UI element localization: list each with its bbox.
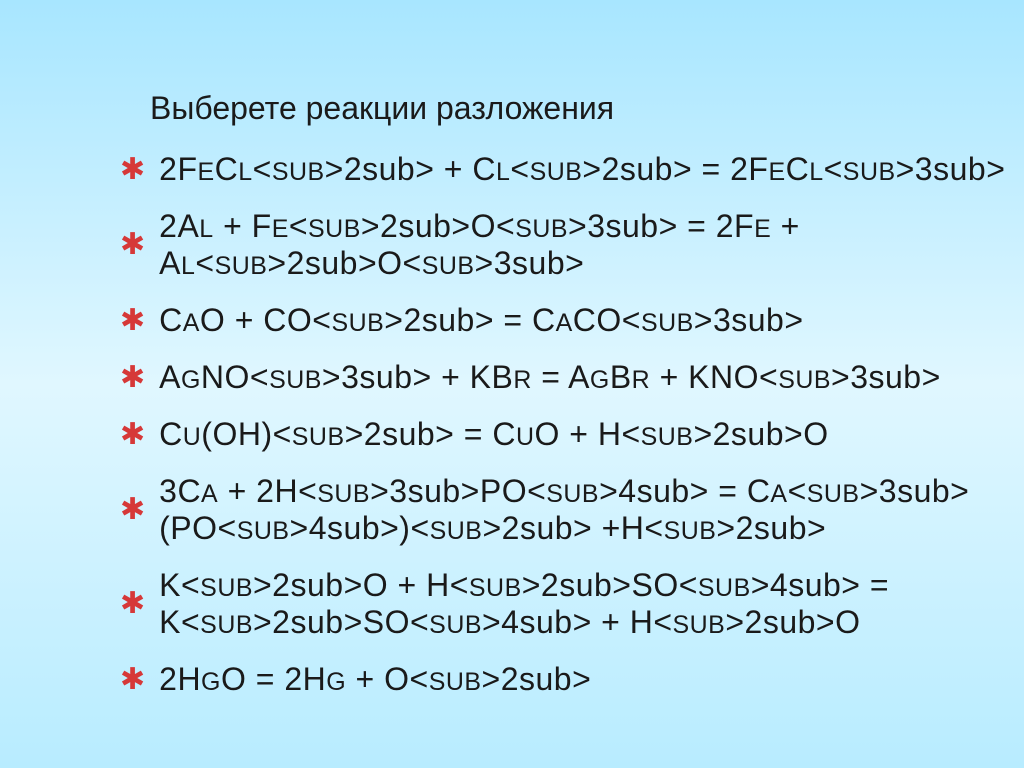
equation-item: ✱ 2FeCl<sub>2sub> + Cl<sub>2sub> = 2FeCl<… (120, 151, 1024, 188)
bullet-star-icon: ✱ (120, 363, 145, 393)
bullet-star-icon: ✱ (120, 420, 145, 450)
bullet-star-icon: ✱ (120, 589, 145, 619)
bullet-star-icon: ✱ (120, 230, 145, 260)
equation-item: ✱ 2HgO = 2Hg + O<sub>2sub> (120, 661, 1024, 698)
equation-formula: 3Ca + 2H<sub>3sub>PO<sub>4sub> = Ca<sub>… (159, 473, 1024, 547)
equation-item: ✱ 3Ca + 2H<sub>3sub>PO<sub>4sub> = Ca<sub… (120, 473, 1024, 547)
equation-formula: 2Al + Fe<sub>2sub>O<sub>3sub> = 2Fe + Al… (159, 208, 1024, 282)
equation-item: ✱ 2Al + Fe<sub>2sub>O<sub>3sub> = 2Fe + A… (120, 208, 1024, 282)
bullet-star-icon: ✱ (120, 495, 145, 525)
equation-item: ✱ CaO + CO<sub>2sub> = CaCO<sub>3sub> (120, 302, 1024, 339)
equation-formula: 2FeCl<sub>2sub> + Cl<sub>2sub> = 2FeCl<s… (159, 151, 1005, 188)
equation-item: ✱ Cu(OH)<sub>2sub> = CuO + H<sub>2sub>O (120, 416, 1024, 453)
bullet-star-icon: ✱ (120, 665, 145, 695)
equation-item: ✱ AgNO<sub>3sub> + KBr = AgBr + KNO<sub>3… (120, 359, 1024, 396)
equation-formula: Cu(OH)<sub>2sub> = CuO + H<sub>2sub>O (159, 416, 828, 453)
bullet-star-icon: ✱ (120, 155, 145, 185)
equation-formula: 2HgO = 2Hg + O<sub>2sub> (159, 661, 591, 698)
equation-formula: AgNO<sub>3sub> + KBr = AgBr + KNO<sub>3s… (159, 359, 941, 396)
equation-list: ✱ 2FeCl<sub>2sub> + Cl<sub>2sub> = 2FeCl<… (120, 151, 1024, 698)
bullet-star-icon: ✱ (120, 306, 145, 336)
slide-container: Выберете реакции разложения ✱ 2FeCl<sub>2… (0, 50, 1024, 718)
slide-title: Выберете реакции разложения (150, 90, 1024, 127)
equation-formula: CaO + CO<sub>2sub> = CaCO<sub>3sub> (159, 302, 803, 339)
equation-formula: K<sub>2sub>O + H<sub>2sub>SO<sub>4sub> =… (159, 567, 1024, 641)
equation-item: ✱ K<sub>2sub>O + H<sub>2sub>SO<sub>4sub> … (120, 567, 1024, 641)
